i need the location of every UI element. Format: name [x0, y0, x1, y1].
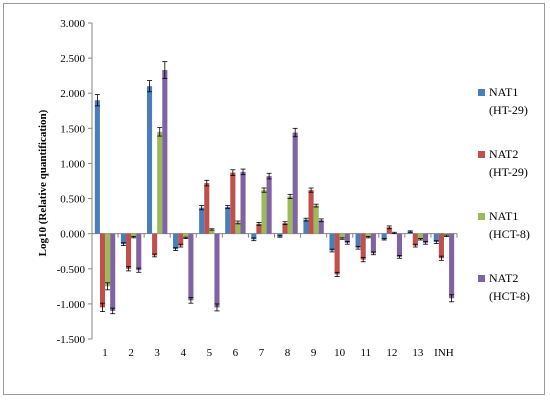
legend-swatch [478, 213, 485, 220]
chart-frame [3, 3, 545, 395]
bar [131, 233, 137, 238]
bar [360, 233, 366, 260]
bar [120, 233, 127, 245]
legend-label-line2: (HCT-8) [489, 289, 530, 303]
bar [152, 233, 158, 256]
bar [422, 233, 429, 243]
bar [266, 176, 272, 234]
bar [355, 233, 361, 248]
bar [188, 233, 194, 301]
bar [334, 233, 340, 275]
x-tick-label: 3 [154, 347, 160, 359]
bar [173, 233, 179, 250]
y-tick-label: 2.000 [60, 88, 85, 100]
bar [261, 190, 267, 234]
bar [433, 233, 439, 243]
y-tick-label: 3.000 [60, 18, 85, 30]
x-tick-label: 11 [360, 347, 371, 359]
bar [381, 233, 387, 240]
bar [287, 196, 293, 234]
x-tick-label: 9 [311, 347, 317, 359]
y-tick-label: 2.500 [60, 53, 85, 65]
bar [386, 227, 392, 234]
x-tick-label: 8 [285, 347, 291, 359]
x-tick-label: 1 [102, 347, 108, 359]
legend-label: NAT1 [489, 209, 518, 223]
bar [251, 233, 257, 240]
bar [339, 233, 345, 239]
bar [225, 206, 231, 234]
bar [365, 233, 371, 238]
bar [162, 70, 168, 234]
bar [157, 131, 163, 234]
bar [126, 233, 132, 269]
legend-label: NAT1 [489, 85, 518, 99]
bar [449, 233, 455, 299]
x-tick-label: 5 [207, 347, 213, 359]
legend-swatch [478, 275, 485, 282]
bar [214, 233, 220, 308]
legend-swatch [478, 151, 485, 158]
bar [240, 171, 246, 234]
bar [370, 233, 376, 254]
bar [235, 222, 241, 234]
legend: NAT1 (HT-29) NAT2 (HT-29) NAT1 (HCT-8) NAT2 (HC… [478, 85, 530, 303]
bar [183, 233, 189, 238]
bar [204, 183, 210, 234]
x-tick-label: 2 [128, 347, 134, 359]
x-tick-label: 6 [233, 347, 239, 359]
legend-swatch [478, 89, 485, 96]
x-tick-label: 7 [259, 347, 265, 359]
bar [199, 207, 205, 234]
bar [292, 132, 298, 234]
bar [136, 233, 142, 271]
y-tick-label: 0.500 [60, 194, 85, 206]
legend-label-line2: (HCT-8) [489, 227, 530, 241]
bar [282, 223, 288, 234]
bar [438, 233, 444, 259]
bar [230, 172, 236, 234]
bar [303, 219, 309, 234]
bar [146, 86, 153, 234]
bar [209, 229, 215, 234]
bar [110, 233, 116, 311]
bar [178, 233, 184, 246]
legend-label-line2: (HT-29) [489, 103, 528, 117]
x-tick-label: 10 [334, 347, 346, 359]
x-tick-label: 12 [386, 347, 397, 359]
plot-area: -1.500 -1.000 -0.500 0.000 0.500 1.000 1.500 2.… [57, 18, 458, 359]
y-axis-label: Log10 (Relative quantification) [37, 109, 49, 256]
bar [94, 100, 100, 234]
y-tick-label: -1.500 [57, 334, 86, 346]
x-tick-label: 4 [181, 347, 187, 359]
y-tick-label: -0.500 [57, 264, 86, 276]
bar [277, 233, 283, 237]
legend-label-line2: (HT-29) [489, 165, 528, 179]
bar [396, 233, 403, 257]
bar [329, 233, 335, 251]
bar [344, 233, 350, 243]
bar [313, 205, 319, 234]
y-tick-label: 1.500 [60, 123, 85, 135]
x-tick-label: 13 [412, 347, 424, 359]
legend-label: NAT2 [489, 271, 518, 285]
x-tick-label: INH [434, 347, 454, 359]
bar [99, 233, 106, 308]
legend-label: NAT2 [489, 147, 518, 161]
bar [417, 233, 423, 240]
bar [256, 223, 262, 234]
bar [308, 190, 314, 234]
bar [412, 233, 418, 246]
y-tick-label: 0.000 [60, 229, 85, 241]
bar [105, 233, 111, 287]
y-tick-label: -1.000 [57, 299, 86, 311]
bar [318, 220, 324, 234]
y-tick-label: 1.000 [60, 158, 85, 170]
